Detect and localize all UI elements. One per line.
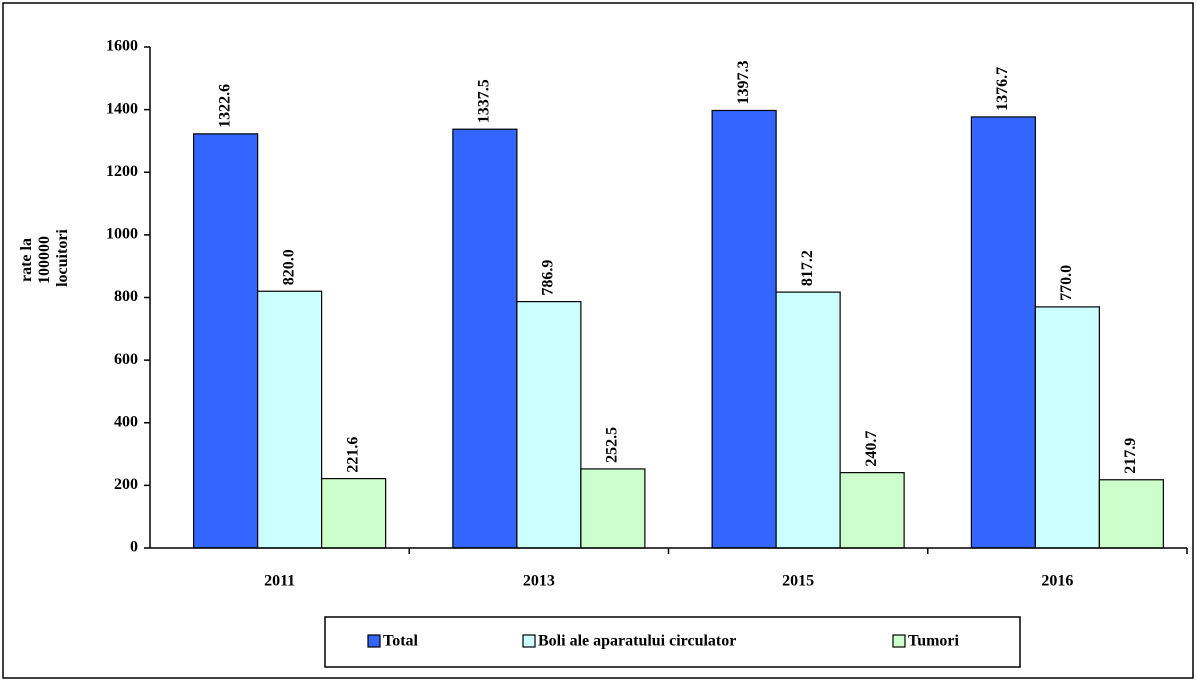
value-label: 817.2	[799, 250, 816, 286]
value-label: 1397.3	[735, 60, 752, 104]
y-axis-label: rate la 100000 locuitori	[18, 229, 71, 287]
legend-swatch	[522, 634, 536, 648]
value-label: 1376.7	[994, 67, 1011, 111]
y-tick-label: 400	[114, 413, 138, 430]
y-axis-label-line: rate la	[18, 238, 35, 282]
value-label: 1322.6	[216, 84, 233, 128]
bar	[193, 133, 259, 549]
bar	[516, 301, 582, 549]
x-tick-label: 2016	[1041, 573, 1073, 590]
y-tick-label: 1200	[106, 163, 138, 180]
value-label: 217.9	[1122, 438, 1139, 474]
legend-label: Boli ale aparatului circulator	[538, 633, 736, 650]
bar	[711, 109, 777, 549]
bar	[321, 478, 387, 549]
bar	[839, 472, 905, 549]
bar	[1098, 479, 1164, 549]
bar	[1034, 306, 1100, 549]
value-label: 221.6	[344, 437, 361, 473]
y-tick-label: 600	[114, 351, 138, 368]
y-tick-label: 1000	[106, 226, 138, 243]
value-label: 252.5	[604, 427, 621, 463]
y-tick-label: 1600	[106, 38, 138, 55]
value-label: 1337.5	[476, 79, 493, 123]
y-axis-label-line: 100000	[36, 236, 53, 284]
y-tick-label: 800	[114, 288, 138, 305]
y-tick-label: 1400	[106, 100, 138, 117]
legend-label: Tumori	[908, 633, 960, 650]
bar	[580, 468, 646, 549]
value-label: 240.7	[863, 431, 880, 467]
legend-swatch	[367, 634, 381, 648]
value-label: 786.9	[540, 260, 557, 296]
bar	[970, 116, 1036, 549]
y-tick-label: 0	[130, 539, 138, 556]
bar	[775, 291, 841, 549]
y-tick-label: 200	[114, 476, 138, 493]
value-label: 770.0	[1058, 265, 1075, 301]
value-label: 820.0	[280, 249, 297, 285]
y-axis-label-line: locuitori	[54, 229, 71, 287]
legend-label: Total	[383, 633, 419, 650]
legend-swatch	[892, 634, 906, 648]
x-tick-label: 2015	[782, 573, 814, 590]
bar	[257, 290, 323, 549]
bar	[452, 128, 518, 549]
x-tick-label: 2013	[523, 573, 555, 590]
x-tick-label: 2011	[264, 573, 295, 590]
